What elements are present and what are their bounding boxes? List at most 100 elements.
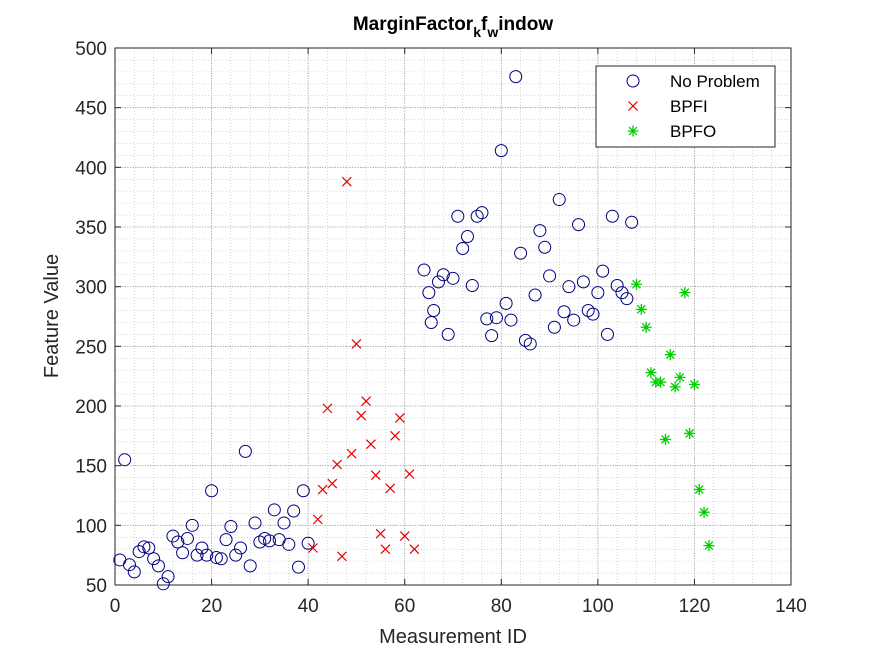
marker-stroke [679,287,691,299]
data-point [436,268,450,282]
marker-stroke [703,540,715,552]
data-point [635,303,647,315]
data-point [480,312,494,326]
marker-stroke [312,514,323,525]
x-tick-label: 0 [110,596,121,617]
data-points [113,70,715,591]
marker-stroke [698,506,710,518]
data-point [514,246,528,260]
marker-stroke [630,278,642,290]
y-tick-label: 450 [75,99,107,120]
data-point [122,558,136,572]
data-point [596,264,610,278]
data-point [380,544,391,555]
y-tick-label: 250 [75,337,107,358]
data-point [185,518,199,532]
grid [114,47,792,586]
data-point [586,307,600,321]
marker-stroke [385,483,396,494]
data-point [137,540,151,554]
title-mid: f [481,14,488,35]
data-point [190,548,204,562]
legend-marker-asterisk [627,125,639,137]
x-tick-label: 100 [582,596,614,617]
data-point [301,536,315,550]
marker-stroke [308,543,318,553]
data-point [234,541,248,555]
x-axis-label: Measurement ID [379,626,527,648]
data-point [322,403,333,414]
data-point [404,469,415,479]
data-point [451,209,465,223]
marker-stroke [322,403,333,414]
data-point [390,430,400,441]
data-point [219,533,233,547]
data-point [499,296,513,310]
title-sub-w: w [486,24,498,40]
data-point [351,339,362,349]
data-point [147,552,161,566]
data-point [209,551,223,565]
marker-stroke [346,448,357,459]
data-point [224,520,238,534]
legend-marker-circle [626,74,640,88]
marker-stroke [317,484,328,495]
data-point [341,176,352,187]
data-point [195,541,209,555]
marker-stroke [404,469,415,479]
y-tick-label: 350 [75,218,107,239]
y-tick-label: 300 [75,278,107,299]
data-point [356,410,367,421]
marker-stroke [351,339,362,349]
data-point [161,570,175,584]
data-point [605,209,619,223]
data-point [485,329,499,343]
data-point [229,548,243,562]
data-point [591,286,605,300]
marker-stroke [635,303,647,315]
data-point [688,379,700,391]
marker-stroke [628,101,638,111]
data-point [456,241,470,255]
x-tick-label: 60 [394,596,415,617]
legend-label: No Problem [670,72,760,91]
data-point [282,537,296,551]
marker-stroke [327,478,338,489]
y-tick-label: 150 [75,457,107,478]
data-point [287,504,301,518]
data-point [427,304,441,318]
data-point [625,215,639,229]
title-main: MarginFactor [353,14,474,35]
data-point [243,559,257,573]
data-point [465,278,479,292]
data-point [180,531,194,545]
marker-stroke [674,371,686,383]
data-point [601,327,615,341]
marker-stroke [332,459,343,470]
data-point [645,367,657,379]
data-point [509,70,523,84]
data-point [127,565,141,579]
marker-stroke [655,376,667,388]
data-point [267,503,281,517]
data-point [248,516,262,530]
data-point [432,275,446,289]
marker-stroke [645,367,657,379]
data-point [132,545,146,559]
series-bpfo [630,278,715,552]
data-point [489,311,503,325]
data-point [620,292,634,306]
data-point [630,278,642,290]
data-point [365,439,376,450]
x-tick-label: 140 [775,596,807,617]
data-point [346,448,357,459]
x-tick-label: 80 [491,596,512,617]
data-point [669,381,681,393]
marker-stroke [394,413,405,423]
legend: No Problem BPFI BPFO [595,65,776,148]
marker-stroke [669,381,681,393]
data-point [470,209,484,223]
plot-area-border [114,47,792,586]
data-point [399,531,410,541]
